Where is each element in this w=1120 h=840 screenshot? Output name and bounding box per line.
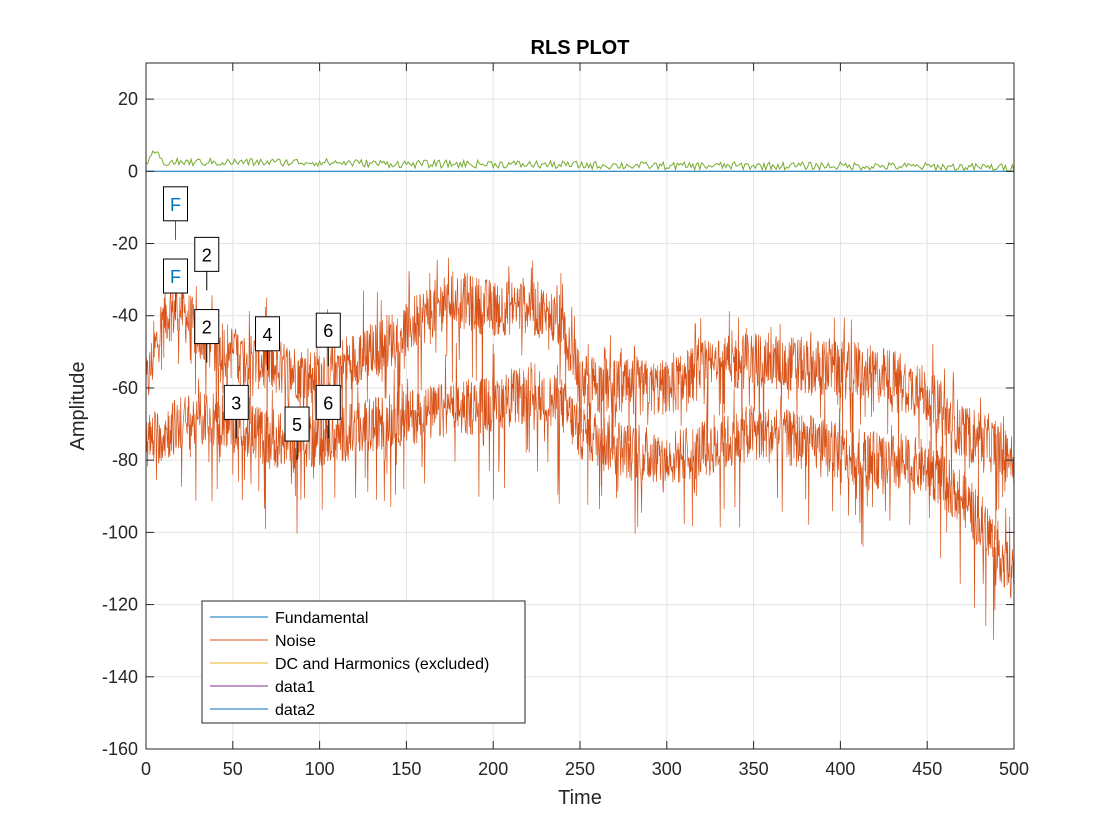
- y-tick-label: 20: [118, 89, 138, 109]
- y-tick-label: -140: [102, 667, 138, 687]
- marker-label: F: [170, 267, 181, 287]
- legend-entry: Noise: [275, 633, 316, 650]
- marker-box: [284, 406, 310, 442]
- legend-entry: data1: [275, 679, 315, 696]
- y-tick-label: 0: [128, 161, 138, 181]
- chart-title: RLS PLOT: [531, 37, 630, 59]
- x-tick-label: 100: [305, 759, 335, 779]
- x-tick-label: 150: [391, 759, 421, 779]
- x-axis-label: Time: [558, 787, 602, 809]
- y-tick-label: -80: [112, 450, 138, 470]
- marker-label: 6: [323, 321, 333, 341]
- legend-entry: Fundamental: [275, 610, 368, 627]
- x-tick-label: 450: [912, 759, 942, 779]
- y-tick-label: -60: [112, 378, 138, 398]
- marker-label: F: [170, 195, 181, 215]
- marker-label: 3: [231, 393, 241, 413]
- x-axis: 0 50 100 150 200 250 300 350 400 450 500: [141, 63, 1029, 779]
- x-tick-label: 400: [825, 759, 855, 779]
- legend: Fundamental Noise DC and Harmonics (exclud…: [201, 600, 526, 724]
- marker-label: 2: [202, 318, 212, 338]
- marker-box: [315, 312, 341, 348]
- marker-box: [194, 236, 220, 272]
- series-layer: [146, 150, 1014, 640]
- series-line-6: [146, 150, 1014, 173]
- y-tick-label: -40: [112, 306, 138, 326]
- y-tick-label: -20: [112, 234, 138, 254]
- marker-label: 6: [323, 393, 333, 413]
- x-tick-label: 350: [739, 759, 769, 779]
- x-tick-label: 50: [223, 759, 243, 779]
- y-tick-label: -160: [102, 739, 138, 759]
- x-tick-label: 300: [652, 759, 682, 779]
- marker-layer: F F 2 2 3 4 5 6 6: [163, 186, 341, 461]
- marker-box: [194, 309, 220, 345]
- marker-box: [223, 384, 249, 420]
- y-tick-label: -120: [102, 595, 138, 615]
- y-axis: 20 0 -20 -40 -60 -80 -100 -120 -140 -160: [102, 89, 1014, 759]
- legend-box: [201, 600, 526, 724]
- legend-entry: DC and Harmonics (excluded): [275, 656, 489, 673]
- marker-box: [255, 316, 281, 352]
- marker-label: 2: [202, 245, 212, 265]
- x-tick-label: 0: [141, 759, 151, 779]
- marker-box: [163, 258, 189, 294]
- y-tick-label: -100: [102, 522, 138, 542]
- x-tick-label: 500: [999, 759, 1029, 779]
- x-tick-label: 250: [565, 759, 595, 779]
- marker-box: [163, 186, 189, 222]
- marker-label: 5: [292, 415, 302, 435]
- x-tick-label: 200: [478, 759, 508, 779]
- series-line-1: [146, 257, 1014, 540]
- y-axis-label: Amplitude: [67, 362, 89, 451]
- legend-entry: data2: [275, 702, 315, 719]
- marker-label: 4: [263, 325, 273, 345]
- marker-box: [315, 384, 341, 420]
